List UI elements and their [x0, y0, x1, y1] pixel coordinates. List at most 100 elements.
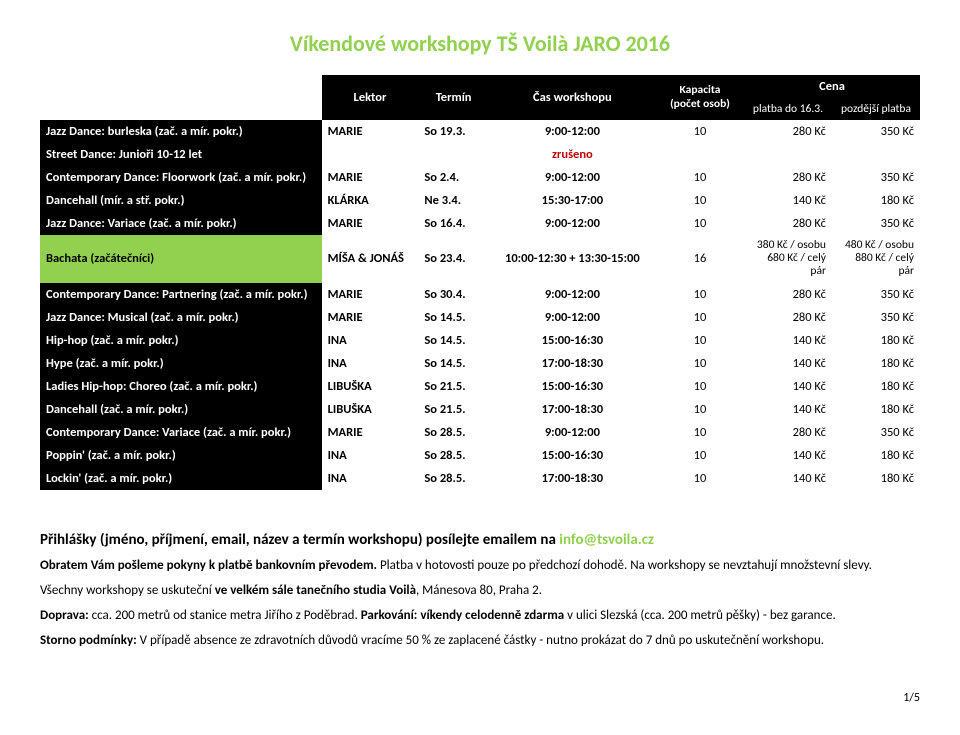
row-price1: 140 Kč [744, 444, 832, 467]
row-termin: So 14.5. [418, 329, 488, 352]
row-price1: 140 Kč [744, 467, 832, 490]
row-price2 [832, 143, 920, 166]
row-price1: 140 Kč [744, 189, 832, 212]
row-lektor: MARIE [322, 421, 419, 444]
row-name: Street Dance: Junioři 10-12 let [40, 143, 322, 166]
footer-p2: Obratem Vám pošleme pokyny k platbě bank… [40, 557, 920, 576]
row-termin: So 14.5. [418, 306, 488, 329]
row-cas: 9:00-12:00 [489, 421, 656, 444]
table-row: Dancehall (zač. a mír. pokr.)LIBUŠKASo 2… [40, 398, 920, 421]
row-price1: 280 Kč [744, 421, 832, 444]
row-lektor: INA [322, 467, 419, 490]
row-price1: 140 Kč [744, 329, 832, 352]
row-price2: 350 Kč [832, 421, 920, 444]
row-lektor [322, 143, 419, 166]
row-price2: 180 Kč [832, 375, 920, 398]
footer-p4c: Parkování: víkendy celodenně [361, 608, 525, 623]
row-price2: 180 Kč [832, 329, 920, 352]
row-lektor: MARIE [322, 306, 419, 329]
row-termin [418, 143, 488, 166]
page-number: 1/5 [40, 691, 920, 705]
row-name: Ladies Hip-hop: Choreo (zač. a mír. pokr… [40, 375, 322, 398]
footer-p5: Storno podmínky: V případě absence ze zd… [40, 632, 920, 651]
row-cas: 15:00-16:30 [489, 375, 656, 398]
row-termin: So 21.5. [418, 398, 488, 421]
row-price1: 140 Kč [744, 375, 832, 398]
row-kapacita [656, 143, 744, 166]
row-name: Poppin' (zač. a mír. pokr.) [40, 444, 322, 467]
row-lektor: MARIE [322, 283, 419, 306]
row-price1: 380 Kč / osobu 680 Kč / celý pár [744, 235, 832, 283]
col-lektor: Lektor [322, 75, 419, 120]
row-price2: 350 Kč [832, 283, 920, 306]
row-kapacita: 10 [656, 444, 744, 467]
row-name: Lockin' (zač. a mír. pokr.) [40, 467, 322, 490]
row-cas: 9:00-12:00 [489, 166, 656, 189]
row-cas: 15:00-16:30 [489, 444, 656, 467]
row-price2: 180 Kč [832, 398, 920, 421]
footer-p3b: ve velkém sále tanečního studia Voilà [215, 583, 416, 598]
footer-p5b: V případě absence ze zdravotních důvodů … [137, 633, 824, 648]
row-lektor: MARIE [322, 120, 419, 143]
row-cas: 9:00-12:00 [489, 212, 656, 235]
col-kapacita: Kapacita (počet osob) [656, 75, 744, 120]
row-cas: 9:00-12:00 [489, 283, 656, 306]
row-lektor: KLÁRKA [322, 189, 419, 212]
table-row: Jazz Dance: Variace (zač. a mír. pokr.)M… [40, 212, 920, 235]
table-row: Lockin' (zač. a mír. pokr.)INASo 28.5.17… [40, 467, 920, 490]
workshops-table: Lektor Termín Čas workshopu Kapacita (po… [40, 75, 920, 490]
row-price1: 280 Kč [744, 306, 832, 329]
table-row: Jazz Dance: burleska (zač. a mír. pokr.)… [40, 120, 920, 143]
row-lektor: INA [322, 444, 419, 467]
row-cas: 17:00-18:30 [489, 398, 656, 421]
row-price1: 280 Kč [744, 120, 832, 143]
table-row: Jazz Dance: Musical (zač. a mír. pokr.)M… [40, 306, 920, 329]
row-cas: 15:00-16:30 [489, 329, 656, 352]
row-name: Hip-hop (zač. a mír. pokr.) [40, 329, 322, 352]
footer-p4: Doprava: cca. 200 metrů od stanice metra… [40, 607, 920, 626]
table-row: Street Dance: Junioři 10-12 let zrušeno [40, 143, 920, 166]
row-price1 [744, 143, 832, 166]
row-termin: So 16.4. [418, 212, 488, 235]
row-name: Contemporary Dance: Partnering (zač. a m… [40, 283, 322, 306]
row-cas: zrušeno [489, 143, 656, 166]
row-termin: So 19.3. [418, 120, 488, 143]
row-name: Jazz Dance: Variace (zač. a mír. pokr.) [40, 212, 322, 235]
row-kapacita: 10 [656, 329, 744, 352]
row-termin: So 28.5. [418, 421, 488, 444]
row-price1: 280 Kč [744, 283, 832, 306]
row-name: Contemporary Dance: Floorwork (zač. a mí… [40, 166, 322, 189]
row-kapacita: 10 [656, 283, 744, 306]
footer-p3: Všechny workshopy se uskuteční ve velkém… [40, 582, 920, 601]
row-price1: 140 Kč [744, 398, 832, 421]
row-termin: So 14.5. [418, 352, 488, 375]
row-termin: So 21.5. [418, 375, 488, 398]
row-kapacita: 10 [656, 375, 744, 398]
row-termin: So 2.4. [418, 166, 488, 189]
row-name: Dancehall (zač. a mír. pokr.) [40, 398, 322, 421]
row-lektor: MARIE [322, 212, 419, 235]
row-lektor: LIBUŠKA [322, 375, 419, 398]
row-kapacita: 10 [656, 120, 744, 143]
table-row: Dancehall (mír. a stř. pokr.)KLÁRKANe 3.… [40, 189, 920, 212]
row-lektor: INA [322, 352, 419, 375]
row-price1: 280 Kč [744, 166, 832, 189]
row-cas: 9:00-12:00 [489, 306, 656, 329]
row-termin: So 23.4. [418, 235, 488, 283]
row-name: Dancehall (mír. a stř. pokr.) [40, 189, 322, 212]
row-kapacita: 10 [656, 467, 744, 490]
row-price2: 180 Kč [832, 444, 920, 467]
table-row: Poppin' (zač. a mír. pokr.)INASo 28.5.15… [40, 444, 920, 467]
row-cas: 17:00-18:30 [489, 352, 656, 375]
row-price2: 350 Kč [832, 120, 920, 143]
footer-p2a: Obratem Vám pošleme pokyny k platbě bank… [40, 558, 377, 573]
col-termin: Termín [418, 75, 488, 120]
row-kapacita: 10 [656, 212, 744, 235]
row-name: Hype (zač. a mír. pokr.) [40, 352, 322, 375]
footer-p5a: Storno podmínky: [40, 633, 137, 648]
row-lektor: MÍŠA & JONÁŠ [322, 235, 419, 283]
row-termin: So 28.5. [418, 467, 488, 490]
table-row: Ladies Hip-hop: Choreo (zač. a mír. pokr… [40, 375, 920, 398]
row-kapacita: 10 [656, 421, 744, 444]
footer-p3c: , Mánesova 80, Praha 2. [416, 583, 542, 598]
